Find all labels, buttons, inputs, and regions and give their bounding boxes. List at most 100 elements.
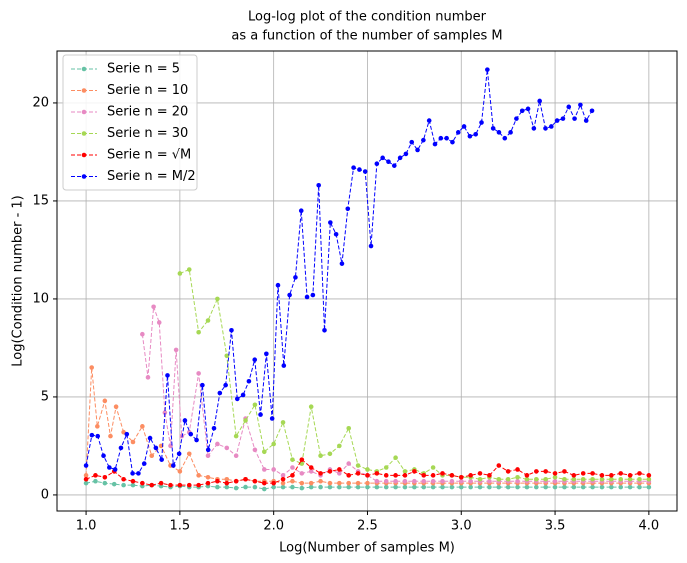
data-point (618, 476, 624, 482)
data-point (637, 471, 642, 476)
legend-label: Serie n = √M (107, 148, 191, 163)
data-point (450, 139, 455, 145)
x-axis-label: Log(Number of samples M) (279, 541, 455, 556)
data-point (571, 473, 577, 478)
data-point (280, 480, 286, 486)
data-point (130, 439, 136, 445)
data-point (224, 353, 230, 359)
series-line (85, 69, 593, 474)
legend-label: Serie n = 5 (107, 62, 180, 77)
data-point (393, 484, 398, 490)
data-point (149, 453, 155, 459)
data-point (182, 418, 188, 423)
data-point (508, 130, 513, 135)
data-point (578, 102, 583, 108)
data-point (444, 135, 449, 141)
data-point (211, 425, 217, 431)
data-point (589, 108, 595, 114)
data-point (455, 130, 461, 135)
data-point (393, 455, 398, 460)
data-point (562, 484, 567, 490)
data-point (458, 474, 464, 480)
data-point (572, 116, 577, 121)
data-point (365, 467, 370, 472)
data-point (627, 484, 633, 490)
data-point (261, 480, 267, 486)
data-point (290, 484, 295, 490)
data-point (496, 130, 502, 135)
data-point (477, 476, 483, 482)
data-point (383, 478, 389, 484)
data-point (261, 486, 267, 492)
data-point (346, 425, 352, 431)
data-point (200, 382, 205, 388)
data-point (355, 471, 361, 476)
data-point (194, 437, 199, 443)
data-point (113, 404, 119, 410)
data-point (346, 473, 352, 478)
data-point (412, 469, 417, 474)
data-point (153, 445, 159, 451)
data-point (515, 474, 520, 480)
data-point (224, 476, 230, 482)
data-point (646, 484, 652, 490)
x-tick-label: 1.5 (170, 519, 191, 534)
data-point (299, 480, 305, 486)
data-point (83, 463, 89, 468)
data-point (298, 208, 304, 214)
y-tick-label: 15 (32, 193, 49, 208)
data-point (186, 482, 192, 488)
data-point (487, 484, 492, 490)
data-point (346, 484, 352, 490)
y-tick-label: 5 (41, 389, 49, 404)
data-point (426, 118, 432, 123)
data-point (196, 482, 201, 488)
data-point (337, 467, 342, 472)
data-point (261, 467, 267, 472)
data-point (346, 461, 352, 466)
data-point (168, 482, 173, 488)
data-point (346, 480, 352, 486)
data-point (205, 480, 211, 486)
data-point (618, 484, 624, 490)
data-point (580, 476, 586, 482)
data-point (590, 471, 595, 476)
data-point (327, 484, 333, 490)
data-point (365, 473, 370, 478)
data-point (318, 471, 323, 476)
data-point (386, 159, 391, 165)
data-point (258, 412, 263, 417)
data-point (271, 484, 276, 490)
data-point (240, 392, 246, 398)
series-line (179, 268, 649, 480)
data-point (552, 471, 558, 476)
data-point (543, 484, 548, 490)
data-point (318, 478, 323, 484)
data-point (290, 473, 295, 478)
data-point (421, 137, 426, 143)
data-point (280, 484, 286, 490)
data-point (449, 484, 455, 490)
x-tick-label: 2.0 (263, 519, 284, 534)
legend-marker (81, 152, 87, 158)
data-point (233, 433, 239, 439)
data-point (458, 484, 464, 490)
series-line (85, 367, 649, 484)
data-point (562, 469, 567, 474)
data-point (196, 329, 201, 335)
data-point (140, 480, 145, 486)
legend-marker (81, 109, 87, 115)
data-point (599, 476, 605, 482)
data-point (271, 441, 276, 447)
data-point (391, 163, 397, 168)
data-point (403, 151, 409, 157)
data-point (515, 478, 520, 484)
data-point (430, 484, 436, 490)
data-point (467, 133, 473, 139)
data-point (261, 449, 267, 455)
data-point (505, 476, 511, 482)
data-point (252, 447, 258, 453)
data-point (583, 118, 589, 123)
data-point (337, 471, 342, 476)
